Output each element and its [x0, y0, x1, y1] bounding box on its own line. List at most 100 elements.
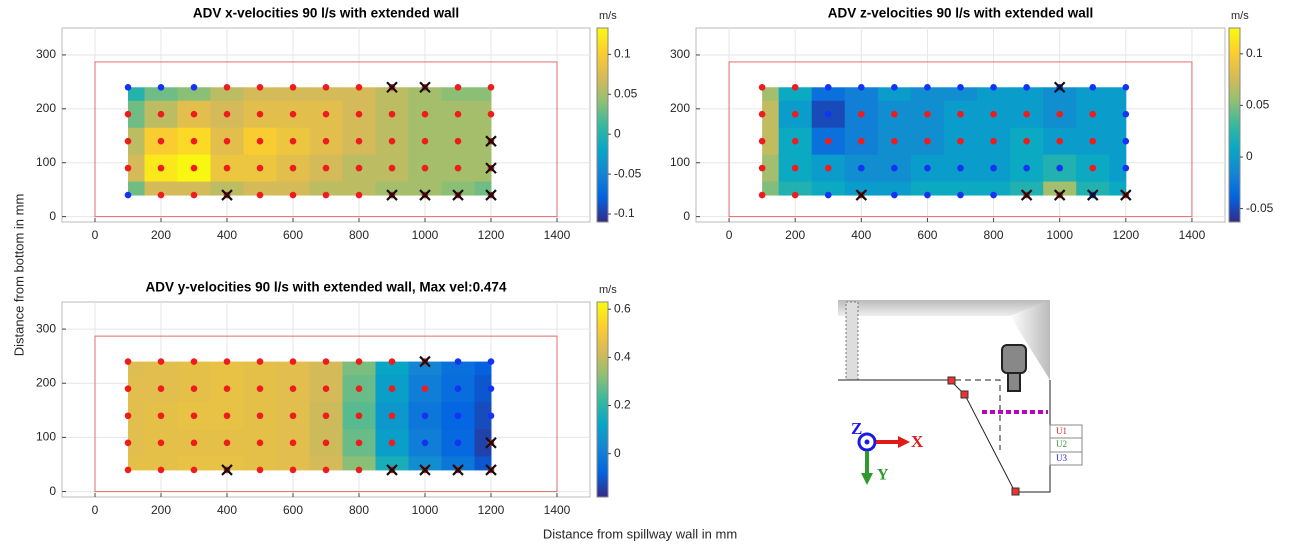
cross: [386, 81, 398, 94]
measurement-point: [990, 191, 997, 199]
x-tick-label: 600: [283, 228, 303, 242]
heat-cell: [762, 181, 780, 196]
heat-cell: [910, 87, 945, 102]
outline: [94, 335, 558, 493]
measurement-point: [190, 83, 198, 91]
measurement-point: [322, 385, 330, 392]
measurement-point: [758, 137, 766, 145]
x-tick-label: 800: [349, 503, 369, 517]
measurement-point: [289, 412, 297, 420]
colorbar-tick-label: 0: [1246, 149, 1253, 163]
measurement-point: [190, 412, 198, 420]
colorbar-label: m/s: [599, 10, 617, 22]
heat-cell: [811, 181, 846, 196]
measurement-point: [421, 439, 429, 447]
chart-title: ADV x-velocities 90 l/s with extended wa…: [193, 6, 459, 21]
heat-cell: [474, 429, 492, 457]
colorbar-tick-label: 0.05: [614, 86, 638, 100]
measurement-point: [157, 83, 165, 91]
measurement-point: [124, 466, 132, 474]
measurement-point: [355, 358, 363, 365]
heat-cell: [762, 127, 780, 156]
measurement-point: [190, 110, 198, 118]
measurement-point: [824, 137, 832, 145]
measurement-point: [791, 191, 799, 199]
heat-cell: [375, 181, 409, 196]
measurement-point: [190, 466, 198, 474]
cross: [485, 437, 497, 449]
y-tick-label: 0: [49, 484, 56, 498]
heat-cell: [128, 87, 145, 102]
measurement-point: [388, 137, 396, 145]
heat-cell: [144, 181, 178, 196]
heat-cell: [762, 87, 780, 102]
cross: [221, 464, 233, 476]
measurement-point: [1056, 110, 1063, 118]
heat-cell: [877, 181, 912, 196]
measurement-point: [487, 110, 495, 118]
heat-cell: [309, 181, 343, 196]
measurement-point: [190, 191, 198, 199]
heat-cell: [309, 87, 343, 102]
x-tick-label: 200: [151, 228, 171, 242]
cross: [855, 189, 868, 201]
measurement-point: [924, 110, 931, 118]
heat-cell: [762, 154, 780, 183]
measurement-point: [157, 191, 165, 199]
measurement-point: [1056, 164, 1063, 172]
measurement-point: [824, 191, 832, 199]
measurement-point: [289, 164, 297, 172]
heat-cell: [375, 361, 409, 376]
measurement-point: [223, 137, 231, 145]
colorbar-tick-label: 0.1: [1246, 46, 1263, 60]
measurement-point: [1089, 137, 1097, 145]
chart-title: ADV y-velocities 90 l/s with extended wa…: [146, 280, 507, 295]
outline: [728, 61, 1193, 218]
measurement-point: [924, 164, 931, 172]
heat-cell: [243, 361, 277, 376]
cross: [386, 189, 398, 201]
heat-cell: [375, 456, 409, 471]
measurement-point: [454, 358, 462, 365]
measurement-point: [190, 385, 198, 392]
y-tick-label: 200: [36, 101, 56, 115]
measurement-point: [355, 439, 363, 447]
measurement-point: [190, 358, 198, 365]
measurement-point: [891, 110, 898, 118]
heat-cell: [474, 361, 492, 376]
heat-cell: [1109, 100, 1127, 129]
measurement-point: [858, 164, 865, 172]
measurement-point: [1089, 83, 1097, 91]
x-tick-label: 1000: [412, 503, 439, 517]
colorbar-tick-label: 0.2: [614, 398, 631, 412]
measurement-point: [758, 110, 766, 118]
x-tick-label: 1200: [478, 503, 505, 517]
heat-cell: [128, 456, 145, 471]
measurement-point: [355, 110, 363, 118]
cross: [221, 189, 233, 201]
heat-cell: [1043, 87, 1077, 102]
measurement-point: [256, 110, 264, 118]
heat-cell: [128, 181, 145, 196]
colorbar-label: m/s: [599, 284, 617, 296]
colorbar: [1228, 27, 1241, 223]
measurement-point: [157, 385, 165, 392]
cross: [1120, 189, 1132, 201]
measurement-point: [223, 412, 231, 420]
heat-cell: [1076, 87, 1110, 102]
measurement-point: [355, 385, 363, 392]
u1: U1: [1056, 426, 1067, 436]
x-tick-label: 600: [917, 228, 937, 242]
measurement-point: [1023, 83, 1030, 91]
measurement-point: [289, 466, 297, 474]
x-tick-label: 400: [217, 228, 237, 242]
measurement-point: [924, 137, 931, 145]
heat-cell: [1109, 87, 1127, 102]
excluded-point: [855, 189, 868, 201]
measurement-point: [355, 466, 363, 474]
heat-cell: [342, 181, 376, 196]
heat-cell: [441, 87, 475, 102]
heat-cell: [210, 181, 244, 196]
colorbar-tick-label: 0.05: [1246, 98, 1270, 112]
measurement-point: [289, 385, 297, 392]
